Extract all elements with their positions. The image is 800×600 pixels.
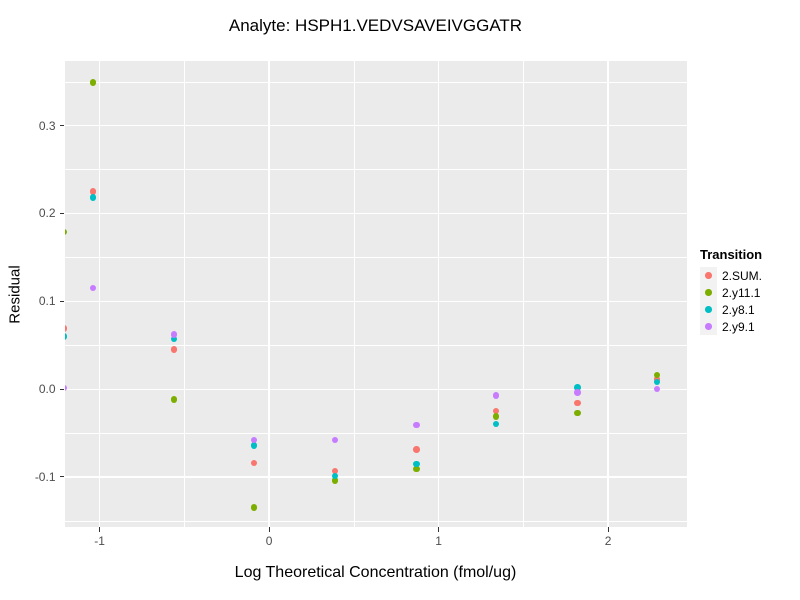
minor-gridline [523,60,524,527]
data-point-2.y11.1 [89,79,97,86]
x-tick-mark [99,527,101,532]
minor-gridline [64,432,687,434]
data-point-2.SUM. [64,325,68,332]
data-point-2.y8.1 [574,384,581,391]
data-point-2.y11.1 [653,371,661,379]
minor-gridline [64,169,687,170]
minor-gridline [64,344,687,346]
major-gridline [268,60,270,527]
legend-key-swatch [700,284,717,301]
major-gridline [437,60,440,527]
data-point-2.y11.1 [492,413,500,420]
x-tick-mark [607,527,609,532]
legend-item: 2.y9.1 [700,318,762,335]
data-point-2.SUM. [331,467,339,475]
legend-dot-icon [705,289,712,296]
minor-gridline [64,81,687,82]
legend-item-label: 2.SUM. [722,268,763,283]
data-point-2.y9.1 [64,384,68,392]
legend: Transition 2.SUM. 2.y11.1 2.y8.1 2.y9.1 [700,247,762,335]
data-point-2.y9.1 [413,421,420,429]
legend-item-label: 2.y9.1 [722,319,755,334]
x-tick-label: 2 [604,534,612,548]
data-point-2.SUM. [170,346,178,353]
plot-panel [64,60,687,527]
legend-dot-icon [705,272,712,279]
x-tick-label: 1 [435,534,442,548]
minor-gridline [64,520,687,522]
data-point-2.y9.1 [574,389,581,396]
minor-gridline [184,60,185,527]
legend-items: 2.SUM. 2.y11.1 2.y8.1 2.y9.1 [700,267,762,335]
data-point-2.y8.1 [89,194,97,201]
y-tick-label: 0.2 [38,206,56,221]
x-tick-mark [268,527,270,532]
legend-dot-icon [705,306,712,313]
y-tick-mark [59,388,64,390]
major-gridline [64,388,687,390]
legend-title: Transition [700,247,763,262]
data-point-2.y11.1 [331,477,339,484]
data-point-2.y11.1 [64,228,68,236]
y-tick-label: 0.0 [38,382,56,397]
data-point-2.y8.1 [492,420,500,428]
major-gridline [64,476,687,478]
legend-item: 2.y8.1 [700,301,762,318]
legend-key-swatch [700,267,717,284]
data-point-2.y11.1 [170,396,178,403]
legend-key-swatch [700,318,717,335]
x-tick-label: 0 [265,534,273,548]
data-point-2.y9.1 [250,436,258,444]
y-tick-label: -0.1 [34,469,56,484]
legend-item: 2.y11.1 [700,284,762,301]
data-point-2.SUM. [492,407,500,415]
data-point-2.SUM. [250,459,258,467]
legend-dot-icon [705,323,712,330]
data-point-2.SUM. [413,446,420,453]
y-tick-label: 0.3 [38,118,56,133]
data-point-2.y11.1 [250,504,258,511]
data-point-2.y9.1 [89,284,97,292]
major-gridline [64,300,687,302]
data-point-2.y8.1 [413,460,420,467]
major-gridline [98,60,101,527]
data-point-2.SUM. [574,399,581,407]
major-gridline [64,212,687,215]
data-point-2.y8.1 [331,472,339,480]
legend-key-swatch [700,301,717,318]
major-gridline [607,60,609,527]
data-point-2.y9.1 [653,385,661,393]
plot-title: Analyte: HSPH1.VEDVSAVEIVGGATR [228,16,523,35]
x-tick-mark [438,527,440,532]
data-point-2.y11.1 [574,409,581,417]
y-tick-mark [59,300,64,302]
data-point-2.y8.1 [170,335,178,343]
x-tick-label: -1 [94,534,105,548]
legend-item-label: 2.y11.1 [722,285,761,300]
data-point-2.y8.1 [653,378,661,386]
data-point-2.y9.1 [492,392,500,399]
major-gridline [64,125,687,127]
minor-gridline [64,257,687,258]
y-tick-mark [59,476,64,478]
data-point-2.SUM. [89,188,97,195]
x-axis-label: Log Theoretical Concentration (fmol/ug) [234,564,517,581]
y-tick-mark [59,212,64,214]
legend-item: 2.SUM. [700,267,762,284]
y-tick-mark [59,125,64,127]
legend-item-label: 2.y8.1 [722,302,755,317]
minor-gridline [353,60,355,527]
data-point-2.y8.1 [250,442,258,449]
data-point-2.y11.1 [413,465,420,473]
y-tick-label: 0.1 [38,294,56,309]
data-point-2.y9.1 [331,436,339,444]
data-point-2.y9.1 [170,331,178,338]
data-point-2.y8.1 [64,333,68,340]
